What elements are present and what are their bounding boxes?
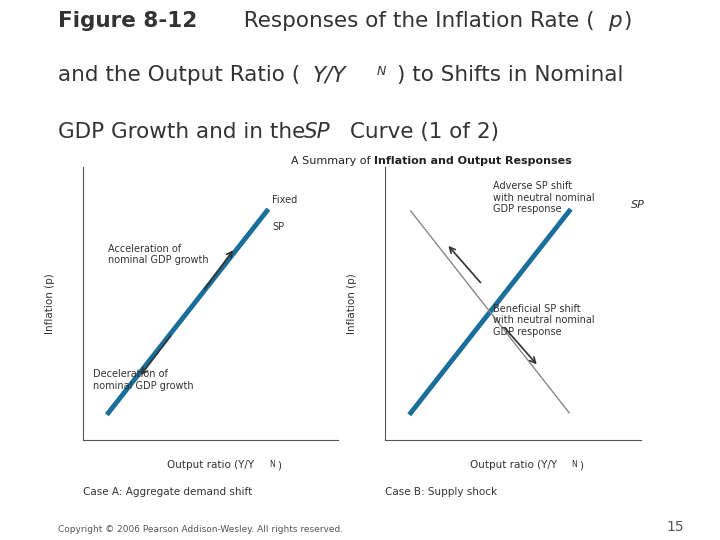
- Text: 15: 15: [667, 519, 684, 534]
- Text: Output ratio (Y/Y: Output ratio (Y/Y: [469, 460, 557, 470]
- Text: N: N: [269, 460, 275, 469]
- Text: ) to Shifts in Nominal: ) to Shifts in Nominal: [397, 65, 623, 85]
- Text: GDP Growth and in the: GDP Growth and in the: [58, 123, 312, 143]
- Text: Case A: Aggregate demand shift: Case A: Aggregate demand shift: [83, 487, 252, 497]
- Text: ): ): [580, 460, 584, 470]
- Text: ): ): [277, 460, 282, 470]
- Text: Inflation (p): Inflation (p): [347, 273, 357, 334]
- Text: Acceleration of
nominal GDP growth: Acceleration of nominal GDP growth: [108, 244, 209, 265]
- Text: N: N: [572, 460, 577, 469]
- Text: Figure 8-12: Figure 8-12: [58, 11, 197, 31]
- Text: ): ): [623, 11, 631, 31]
- Text: Copyright © 2006 Pearson Addison-Wesley. All rights reserved.: Copyright © 2006 Pearson Addison-Wesley.…: [58, 524, 343, 534]
- Text: Output ratio (Y/Y: Output ratio (Y/Y: [167, 460, 255, 470]
- Text: Adverse SP shift
with neutral nominal
GDP response: Adverse SP shift with neutral nominal GD…: [492, 181, 594, 214]
- Text: Deceleration of
nominal GDP growth: Deceleration of nominal GDP growth: [93, 369, 194, 391]
- Text: SP: SP: [272, 222, 284, 232]
- Text: SP: SP: [631, 200, 644, 210]
- Text: Responses of the Inflation Rate (: Responses of the Inflation Rate (: [230, 11, 595, 31]
- Text: and the Output Ratio (: and the Output Ratio (: [58, 65, 300, 85]
- Text: Fixed: Fixed: [272, 195, 297, 205]
- Text: N: N: [377, 65, 387, 78]
- Text: Beneficial SP shift
with neutral nominal
GDP response: Beneficial SP shift with neutral nominal…: [492, 303, 594, 337]
- Text: SP: SP: [303, 123, 330, 143]
- Text: Inflation and Output Responses: Inflation and Output Responses: [374, 156, 572, 166]
- Text: Y/Y: Y/Y: [312, 65, 346, 85]
- Text: p: p: [608, 11, 621, 31]
- Text: Curve (1 of 2): Curve (1 of 2): [343, 123, 500, 143]
- Text: A Summary of: A Summary of: [292, 156, 374, 166]
- Text: Inflation (p): Inflation (p): [45, 273, 55, 334]
- Text: Case B: Supply shock: Case B: Supply shock: [385, 487, 498, 497]
